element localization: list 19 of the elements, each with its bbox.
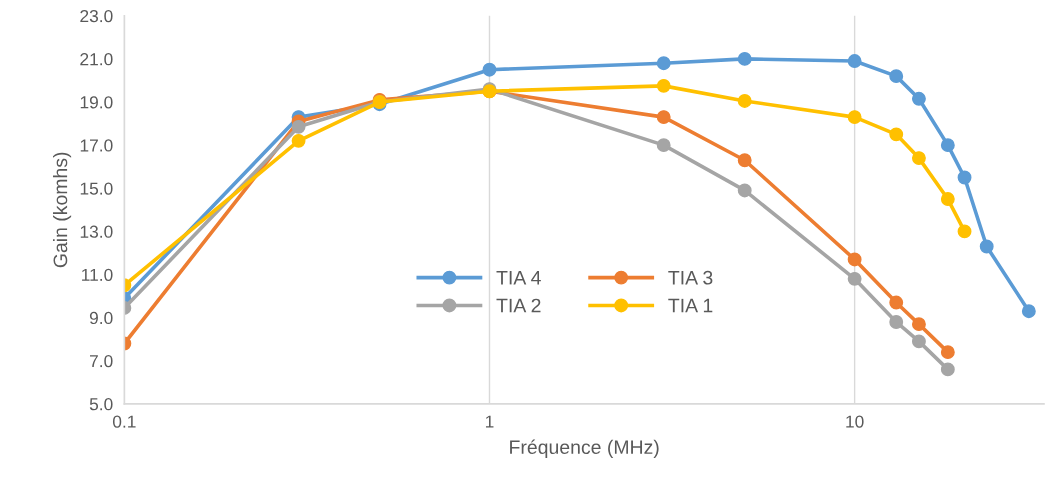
x-tick-label: 1 [485,415,494,428]
y-tick-label: 13.0 [80,225,113,238]
x-tick-label: 10 [846,415,864,428]
y-tick-label: 21.0 [80,53,113,66]
x-axis-title: Fréquence (MHz) [510,439,659,458]
x-tick-label: 0.1 [112,415,136,428]
y-tick-label: 15.0 [80,182,113,195]
y-tick-label: 7.0 [90,354,113,368]
y-tick-label: 11.0 [82,268,113,281]
y-tick-label: 5.0 [89,398,113,411]
y-tick-label: 19.0 [80,96,113,109]
y-axis-title: Gain (komhs) [53,152,72,268]
y-tick-label: 23.0 [80,9,113,23]
legend-label: TIA 2 [496,298,541,313]
y-tick-label: 17.0 [80,139,113,152]
legend-label: TIA 3 [668,270,713,285]
legend-label: TIA 4 [496,271,541,285]
y-tick-label: 9.0 [89,311,113,325]
legend-label: TIA 1 [668,298,713,313]
